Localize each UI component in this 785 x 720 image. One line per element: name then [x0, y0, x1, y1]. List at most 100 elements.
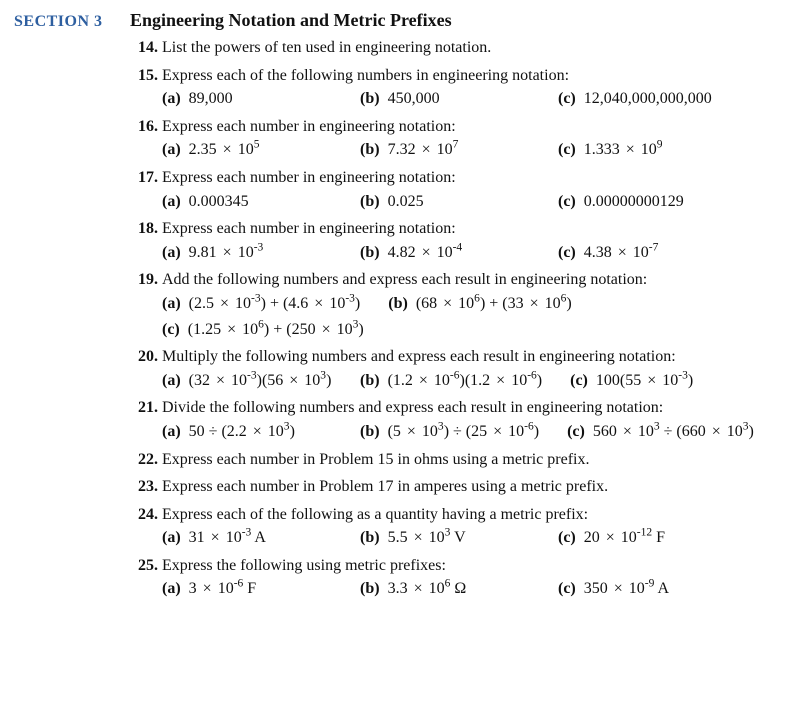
sub-item: (c) 4.38 × 10-7 [558, 242, 728, 264]
problem-item: 15.Express each of the following numbers… [130, 65, 767, 110]
problem-number: 22. [130, 449, 158, 471]
sub-item: (c) (1.25 × 106) + (250 × 103) [162, 319, 364, 341]
sub-item: (a) 31 × 10-3 A [162, 527, 332, 549]
problem-number: 23. [130, 476, 158, 498]
sub-item: (c) 350 × 10-9 A [558, 578, 728, 600]
sub-item: (b) (1.2 × 10-6)(1.2 × 10-6) [360, 370, 542, 392]
sub-value: 450,000 [388, 90, 440, 107]
sub-value: 89,000 [189, 90, 233, 107]
sub-label: (c) [558, 580, 576, 597]
sub-value: 0.025 [388, 193, 424, 210]
sub-label: (a) [162, 141, 181, 158]
problem-text: Express the following using metric prefi… [162, 555, 767, 577]
problem-item: 22.Express each number in Problem 15 in … [130, 449, 767, 471]
sub-label: (a) [162, 90, 181, 107]
sub-value: (68 × 106) + (33 × 106) [416, 295, 572, 312]
sub-value: 0.00000000129 [584, 193, 684, 210]
problem-number: 14. [130, 37, 158, 59]
sub-value: 20 × 10-12 F [584, 529, 665, 546]
problem-head: 17.Express each number in engineering no… [130, 167, 767, 189]
sub-label: (c) [558, 141, 576, 158]
sub-item: (b) 4.82 × 10-4 [360, 242, 530, 264]
sub-value: (2.5 × 10-3) + (4.6 × 10-3) [189, 295, 361, 312]
sub-label: (b) [360, 580, 380, 597]
sub-label: (b) [360, 423, 380, 440]
sub-value: 7.32 × 107 [388, 141, 459, 158]
problem-head: 20.Multiply the following numbers and ex… [130, 346, 767, 368]
sub-label: (c) [558, 244, 576, 261]
problem-number: 21. [130, 397, 158, 419]
problem-item: 17.Express each number in engineering no… [130, 167, 767, 212]
sub-item: (c) 12,040,000,000,000 [558, 88, 728, 110]
sub-value: 9.81 × 10-3 [189, 244, 264, 261]
problem-text: Express each number in engineering notat… [162, 116, 767, 138]
problem-number: 15. [130, 65, 158, 87]
sub-item: (c) 100(55 × 10-3) [570, 370, 740, 392]
problem-head: 21.Divide the following numbers and expr… [130, 397, 767, 419]
sub-items: (a) 2.35 × 105(b) 7.32 × 107(c) 1.333 × … [162, 139, 767, 161]
sub-item: (b) 7.32 × 107 [360, 139, 530, 161]
sub-item: (a) 50 ÷ (2.2 × 103) [162, 421, 332, 443]
sub-item: (a) 2.35 × 105 [162, 139, 332, 161]
sub-label: (c) [567, 423, 585, 440]
sub-value: (1.25 × 106) + (250 × 103) [188, 321, 364, 338]
sub-value: 31 × 10-3 A [189, 529, 266, 546]
sub-label: (c) [558, 193, 576, 210]
sub-label: (a) [162, 244, 181, 261]
problem-number: 24. [130, 504, 158, 526]
sub-value: 350 × 10-9 A [584, 580, 669, 597]
sub-value: 4.38 × 10-7 [584, 244, 659, 261]
sub-label: (a) [162, 295, 181, 312]
problem-head: 23.Express each number in Problem 17 in … [130, 476, 767, 498]
sub-label: (b) [360, 372, 380, 389]
problem-text: Divide the following numbers and express… [162, 397, 767, 419]
sub-items: (a) 0.000345(b) 0.025(c) 0.00000000129 [162, 191, 767, 213]
sub-value: 560 × 103 ÷ (660 × 103) [593, 423, 754, 440]
problem-text: List the powers of ten used in engineeri… [162, 37, 767, 59]
sub-value: 3 × 10-6 F [189, 580, 257, 597]
sub-item: (c) 0.00000000129 [558, 191, 728, 213]
problem-number: 25. [130, 555, 158, 577]
sub-item: (b) (5 × 103) ÷ (25 × 10-6) [360, 421, 539, 443]
problem-head: 19.Add the following numbers and express… [130, 269, 767, 291]
sub-value: 5.5 × 103 V [388, 529, 466, 546]
sub-label: (a) [162, 580, 181, 597]
problem-head: 25.Express the following using metric pr… [130, 555, 767, 577]
sub-item: (b) 450,000 [360, 88, 530, 110]
sub-value: 0.000345 [189, 193, 249, 210]
sub-item: (b) (68 × 106) + (33 × 106) [388, 293, 572, 315]
problem-item: 23.Express each number in Problem 17 in … [130, 476, 767, 498]
problem-item: 24.Express each of the following as a qu… [130, 504, 767, 549]
sub-value: 3.3 × 106 Ω [388, 580, 467, 597]
sub-items: (a) 50 ÷ (2.2 × 103) (b) (5 × 103) ÷ (25 … [162, 421, 767, 443]
sub-item: (b) 5.5 × 103 V [360, 527, 530, 549]
sub-item: (a) 9.81 × 10-3 [162, 242, 332, 264]
sub-label: (b) [360, 90, 380, 107]
sub-value: (1.2 × 10-6)(1.2 × 10-6) [388, 372, 543, 389]
sub-item: (a) (2.5 × 10-3) + (4.6 × 10-3) [162, 293, 360, 315]
sub-value: 4.82 × 10-4 [388, 244, 463, 261]
sub-value: 2.35 × 105 [189, 141, 260, 158]
sub-label: (a) [162, 423, 181, 440]
problem-text: Express each of the following numbers in… [162, 65, 767, 87]
problem-text: Express each of the following as a quant… [162, 504, 767, 526]
problem-item: 21.Divide the following numbers and expr… [130, 397, 767, 442]
problem-head: 24.Express each of the following as a qu… [130, 504, 767, 526]
problem-number: 20. [130, 346, 158, 368]
problem-head: 18.Express each number in engineering no… [130, 218, 767, 240]
problem-number: 18. [130, 218, 158, 240]
problem-item: 18.Express each number in engineering no… [130, 218, 767, 263]
sub-item: (c) 560 × 103 ÷ (660 × 103) [567, 421, 754, 443]
problem-text: Express each number in engineering notat… [162, 167, 767, 189]
problem-text: Add the following numbers and express ea… [162, 269, 767, 291]
sub-label: (a) [162, 529, 181, 546]
sub-value: (32 × 10-3)(56 × 103) [189, 372, 332, 389]
problem-number: 19. [130, 269, 158, 291]
sub-items: (a) (32 × 10-3)(56 × 103)(b) (1.2 × 10-6… [162, 370, 767, 392]
sub-label: (c) [558, 90, 576, 107]
sub-item: (a) 3 × 10-6 F [162, 578, 332, 600]
problem-text: Multiply the following numbers and expre… [162, 346, 767, 368]
problem-text: Express each number in engineering notat… [162, 218, 767, 240]
sub-label: (b) [360, 529, 380, 546]
problem-item: 14.List the powers of ten used in engine… [130, 37, 767, 59]
